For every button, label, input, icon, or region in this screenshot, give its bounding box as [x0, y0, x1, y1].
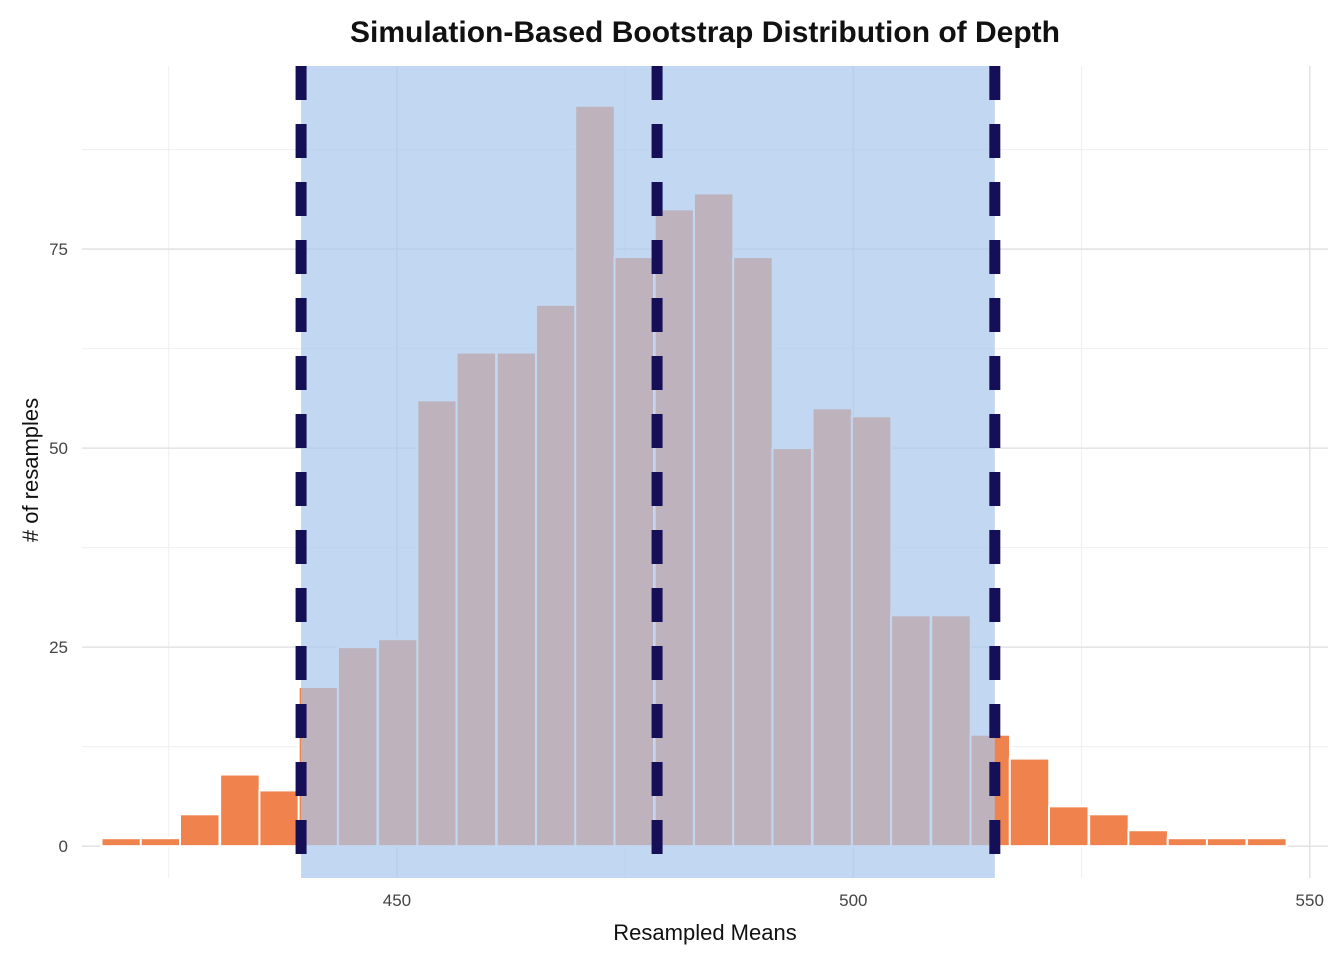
confidence-shade-layer: [301, 66, 995, 878]
histogram-bar: [1205, 837, 1248, 848]
x-tick-label: 450: [383, 891, 411, 910]
y-tick-label: 25: [49, 638, 68, 657]
tick-label-layer: 450 500 550 0 25 50 75: [49, 240, 1324, 910]
histogram-bar: [1166, 837, 1209, 848]
histogram-bar: [1008, 757, 1051, 848]
histogram-bar: [219, 773, 261, 848]
histogram-bar: [100, 837, 143, 848]
y-tick-label: 50: [49, 439, 68, 458]
x-tick-label: 500: [839, 891, 867, 910]
y-tick-label: 0: [59, 837, 68, 856]
histogram-bar: [178, 813, 221, 848]
histogram-bar: [1047, 805, 1090, 848]
histogram-bar: [139, 837, 182, 848]
x-tick-label: 550: [1296, 891, 1324, 910]
histogram-bar: [258, 789, 300, 848]
y-tick-label: 75: [49, 240, 68, 259]
histogram-bar: [1127, 829, 1169, 848]
x-axis-title: Resampled Means: [613, 920, 796, 945]
reference-line-layer: [295, 66, 1001, 878]
confidence-interval-shade: [301, 66, 995, 878]
chart-title: Simulation-Based Bootstrap Distribution …: [350, 16, 1060, 49]
histogram-bar: [1088, 813, 1130, 848]
histogram-bar: [1246, 837, 1288, 848]
y-axis-title: # of resamples: [18, 398, 43, 542]
